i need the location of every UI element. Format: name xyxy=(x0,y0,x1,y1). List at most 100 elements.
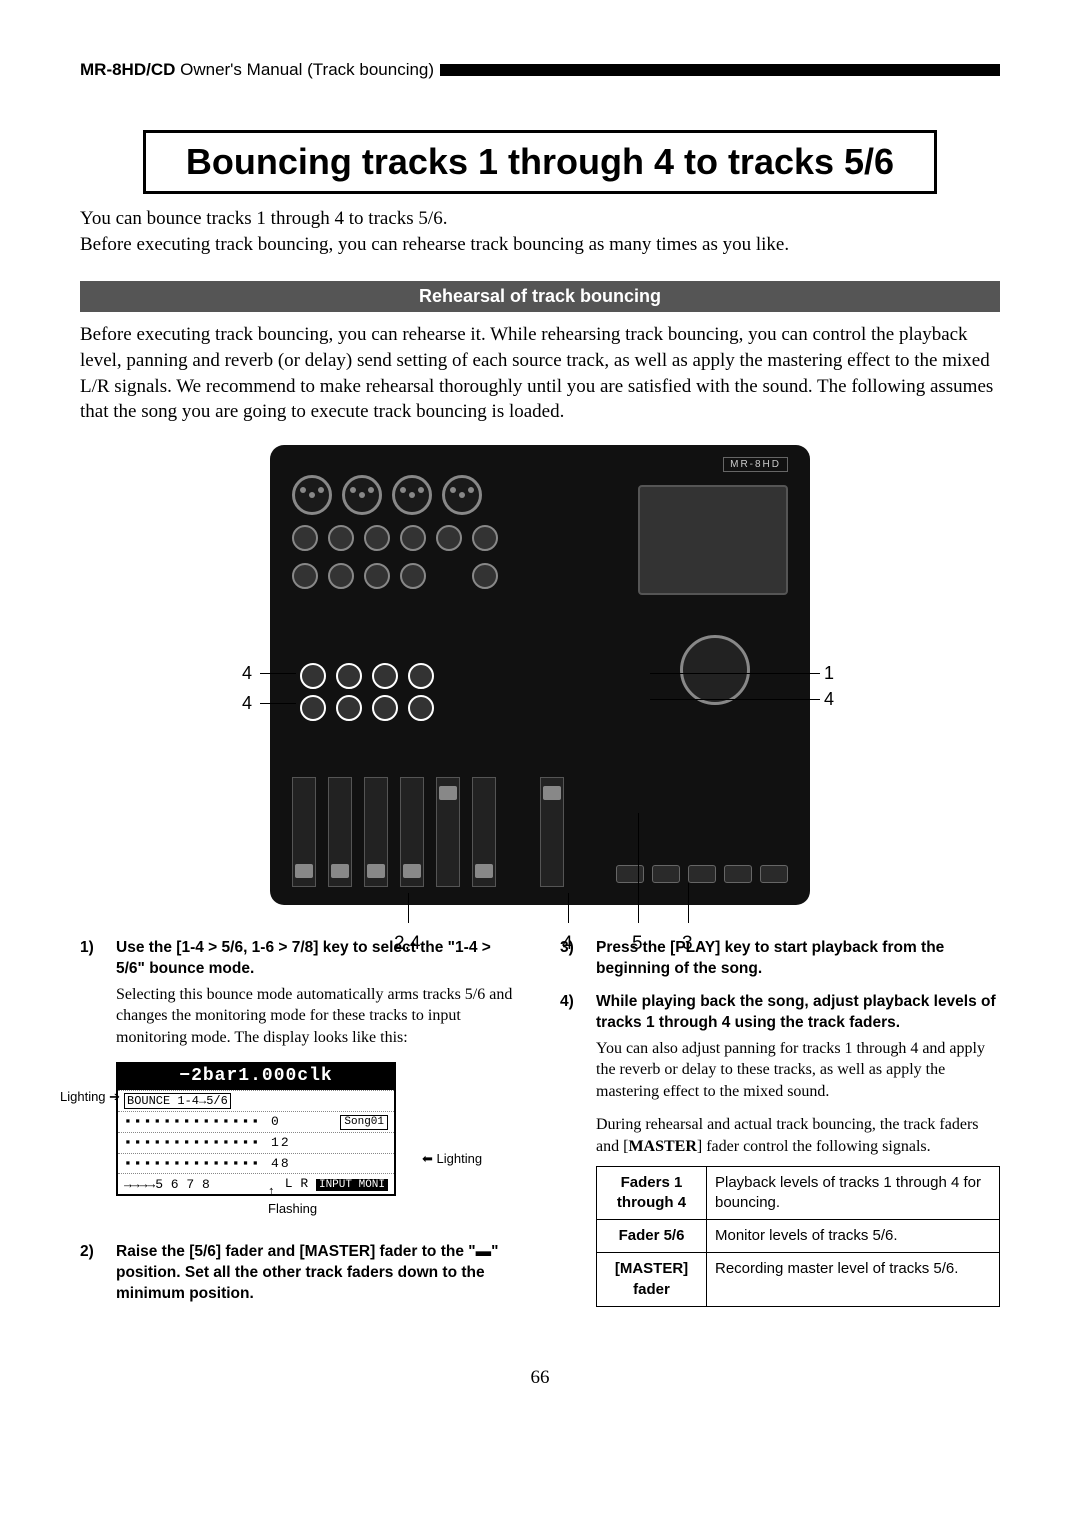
step-text: Selecting this bounce mode automatically… xyxy=(116,984,520,1049)
page-number: 66 xyxy=(80,1367,1000,1389)
pan-knob xyxy=(300,695,326,721)
phones-knob xyxy=(472,563,498,589)
ffwd-button xyxy=(760,865,788,883)
jack xyxy=(328,525,354,551)
callout-right-1: 1 xyxy=(824,663,834,684)
pan-knob xyxy=(336,695,362,721)
section-heading: Rehearsal of track bouncing xyxy=(80,281,1000,312)
step-text: You can also adjust panning for tracks 1… xyxy=(596,1038,1000,1103)
step-3: 3) Press the [PLAY] key to start playbac… xyxy=(560,938,1000,980)
table-row: Faders 1 through 4 Playback levels of tr… xyxy=(597,1166,1000,1220)
callout-left-1: 4 xyxy=(242,663,252,684)
lcd-annot-flashing: ↑Flashing xyxy=(268,1182,317,1217)
callout-line xyxy=(650,699,820,700)
effect-send-knob xyxy=(408,663,434,689)
lcd-meter: ▪▪▪▪▪▪▪▪▪▪▪▪▪▪ 0 xyxy=(124,1114,281,1130)
lcd-annot-lighting-left: Lighting ➔ xyxy=(60,1088,120,1106)
step-2: 2) Raise the [5/6] fader and [MASTER] fa… xyxy=(80,1242,520,1305)
right-column: 3) Press the [PLAY] key to start playbac… xyxy=(560,938,1000,1317)
page-header: MR-8HD/CD Owner's Manual (Track bouncing… xyxy=(80,60,1000,80)
callout-bottom: 2,4 xyxy=(394,933,420,955)
fader-label: Fader 5/6 xyxy=(597,1220,707,1253)
callout-bottom: 3 xyxy=(682,933,693,955)
lcd-song: Song01 xyxy=(340,1115,388,1130)
callout-line xyxy=(408,893,409,923)
fader-signal-table: Faders 1 through 4 Playback levels of tr… xyxy=(596,1166,1000,1307)
lcd-input-moni: INPUT MONI xyxy=(316,1179,388,1191)
lcd-meter: ▪▪▪▪▪▪▪▪▪▪▪▪▪▪ 48 xyxy=(124,1156,291,1172)
jack xyxy=(472,525,498,551)
track-fader xyxy=(400,777,424,887)
fader-intro-para: During rehearsal and actual track bounci… xyxy=(596,1114,1000,1157)
callout-left-2: 4 xyxy=(242,693,252,714)
lcd-counter: −2bar1.000clk xyxy=(118,1064,394,1090)
step-number: 1) xyxy=(80,938,116,1049)
xlr-jack xyxy=(392,475,432,515)
callout-line xyxy=(260,703,296,704)
callout-bottom: 5 xyxy=(632,933,643,955)
trim-knob xyxy=(364,563,390,589)
jack xyxy=(400,525,426,551)
track-fader xyxy=(292,777,316,887)
intro-paragraph: You can bounce tracks 1 through 4 to tra… xyxy=(80,206,1000,257)
lcd-meter: ▪▪▪▪▪▪▪▪▪▪▪▪▪▪ 12 xyxy=(124,1135,291,1151)
fader-label: [MASTER] fader xyxy=(597,1253,707,1307)
pan-knob xyxy=(408,695,434,721)
trim-knob xyxy=(292,563,318,589)
device-brand: MR-8HD xyxy=(723,457,788,472)
effect-send-knob xyxy=(336,663,362,689)
lcd-bounce-mode: BOUNCE 1-4→5/6 xyxy=(124,1093,231,1109)
trim-knob xyxy=(328,563,354,589)
track-fader xyxy=(364,777,388,887)
callout-line xyxy=(650,673,820,674)
fader-desc: Recording master level of tracks 5/6. xyxy=(707,1253,1000,1307)
effect-send-knob xyxy=(372,663,398,689)
step-1: 1) Use the [1-4 > 5/6, 1-6 > 7/8] key to… xyxy=(80,938,520,1049)
jack xyxy=(436,525,462,551)
transport-buttons xyxy=(616,865,788,883)
header-text: MR-8HD/CD Owner's Manual (Track bouncing… xyxy=(80,60,434,80)
play-button xyxy=(688,865,716,883)
fader-bank xyxy=(292,777,564,887)
page-title: Bouncing tracks 1 through 4 to tracks 5/… xyxy=(186,141,894,183)
fader-label: Faders 1 through 4 xyxy=(597,1166,707,1220)
pan-knob xyxy=(372,695,398,721)
lcd-figure: Lighting ➔ −2bar1.000clk BOUNCE 1-4→5/6 … xyxy=(116,1062,520,1196)
xlr-jack xyxy=(442,475,482,515)
lcd-display: −2bar1.000clk BOUNCE 1-4→5/6 ▪▪▪▪▪▪▪▪▪▪▪… xyxy=(116,1062,396,1196)
rewind-button xyxy=(724,865,752,883)
trim-knob xyxy=(400,563,426,589)
callout-line xyxy=(638,813,639,923)
device-lcd xyxy=(638,485,788,595)
step-bold: Raise the [5/6] fader and [MASTER] fader… xyxy=(116,1243,498,1302)
table-row: [MASTER] fader Recording master level of… xyxy=(597,1253,1000,1307)
fader-desc: Playback levels of tracks 1 through 4 fo… xyxy=(707,1166,1000,1220)
step-bold: Use the [1-4 > 5/6, 1-6 > 7/8] key to se… xyxy=(116,939,491,977)
master-fader xyxy=(540,777,564,887)
step-number: 2) xyxy=(80,1242,116,1305)
header-rule xyxy=(440,64,1000,76)
stop-button xyxy=(652,865,680,883)
callout-line xyxy=(568,893,569,923)
title-box: Bouncing tracks 1 through 4 to tracks 5/… xyxy=(143,130,937,194)
jog-wheel xyxy=(680,635,750,705)
jack xyxy=(292,525,318,551)
step-4: 4) While playing back the song, adjust p… xyxy=(560,992,1000,1103)
callout-right-2: 4 xyxy=(824,689,834,710)
step-bold: Press the [PLAY] key to start playback f… xyxy=(596,939,944,977)
xlr-jack xyxy=(342,475,382,515)
device-figure: MR-8HD xyxy=(80,445,1000,910)
lcd-annot-lighting-right: ⬅ Lighting xyxy=(422,1150,482,1168)
left-column: 1) Use the [1-4 > 5/6, 1-6 > 7/8] key to… xyxy=(80,938,520,1317)
fader-desc: Monitor levels of tracks 5/6. xyxy=(707,1220,1000,1253)
header-label: Owner's Manual (Track bouncing) xyxy=(175,60,434,79)
track-fader xyxy=(328,777,352,887)
step-bold: While playing back the song, adjust play… xyxy=(596,993,996,1031)
device-panel: MR-8HD xyxy=(270,445,810,905)
table-row: Fader 5/6 Monitor levels of tracks 5/6. xyxy=(597,1220,1000,1253)
jack xyxy=(364,525,390,551)
xlr-jack xyxy=(292,475,332,515)
callout-line xyxy=(260,673,296,674)
instruction-columns: 1) Use the [1-4 > 5/6, 1-6 > 7/8] key to… xyxy=(80,938,1000,1317)
track-fader-56 xyxy=(436,777,460,887)
